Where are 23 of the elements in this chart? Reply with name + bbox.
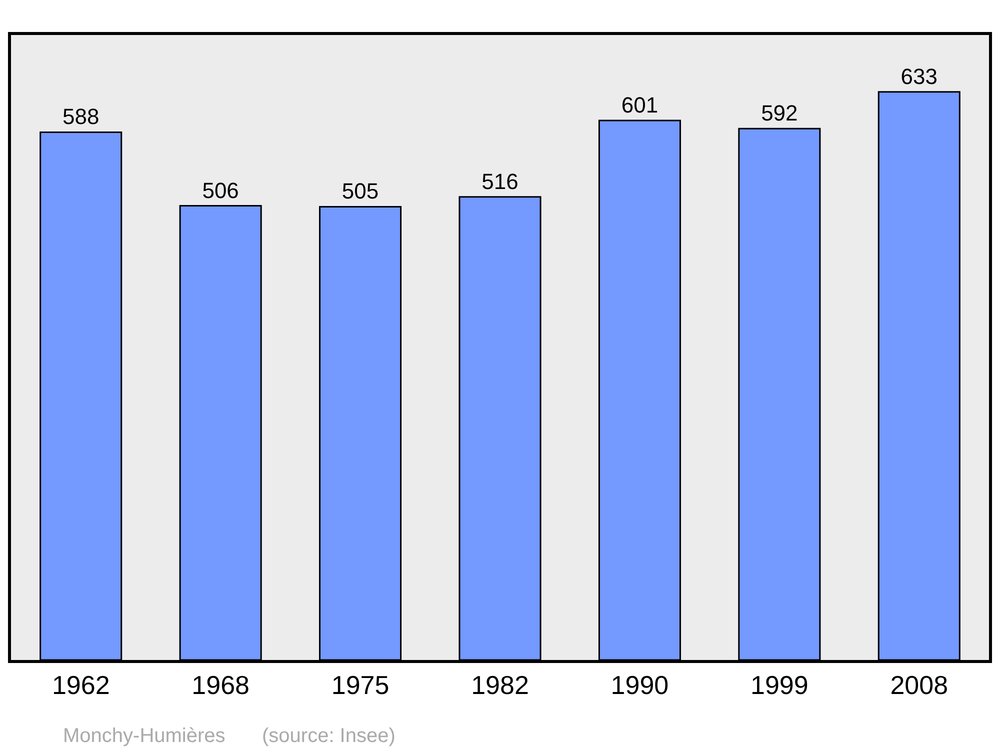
bar	[598, 120, 681, 660]
bar	[878, 91, 960, 660]
x-tick-label: 1962	[52, 670, 110, 700]
x-tick-label: 2008	[890, 670, 948, 700]
data-label: 592	[761, 100, 798, 126]
data-label: 633	[900, 64, 938, 89]
x-tick-label: 1975	[331, 670, 390, 700]
bar	[179, 205, 262, 660]
bar	[458, 196, 542, 660]
x-tick-label: 1968	[192, 670, 250, 700]
data-label: 505	[342, 178, 379, 204]
bar	[319, 206, 402, 660]
data-label: 516	[482, 168, 518, 194]
data-label: 588	[62, 104, 100, 130]
data-label: 506	[202, 178, 239, 203]
x-tick-label: 1982	[471, 670, 529, 700]
x-tick-label: 1999	[750, 670, 808, 700]
text: (source: Insee)	[262, 725, 396, 747]
bar	[40, 131, 122, 660]
x-tick-label: 1990	[610, 670, 669, 700]
bar	[738, 128, 821, 660]
data-label: 601	[621, 92, 658, 118]
text: Monchy-Humières	[63, 725, 226, 747]
